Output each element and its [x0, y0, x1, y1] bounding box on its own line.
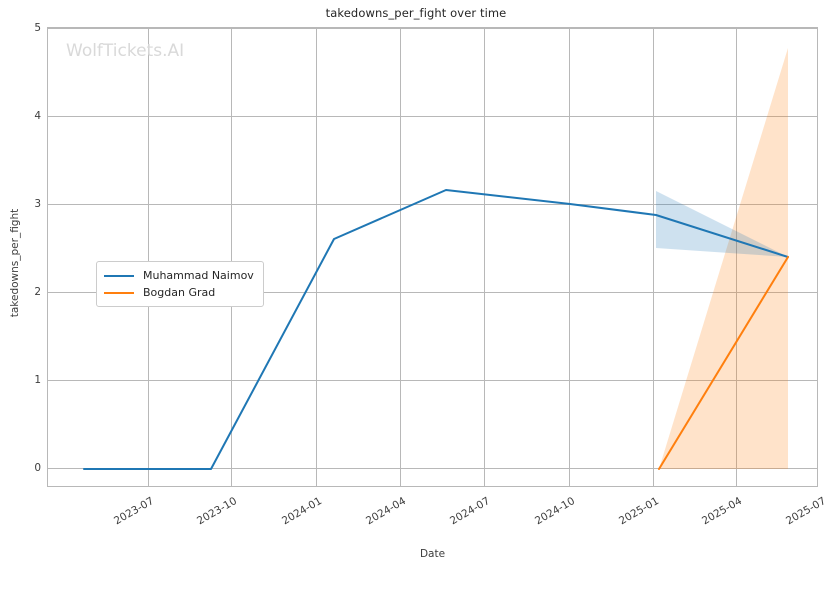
series-line-muhammad-naimov [83, 189, 789, 470]
legend-item-bogdan-grad[interactable]: Bogdan Grad [104, 284, 254, 301]
x-axis-ticks: 2023-07 2023-10 2024-01 2024-04 2024-07 … [112, 495, 828, 527]
y-tick-label-3: 3 [34, 198, 41, 210]
chart-title: takedowns_per_fight over time [325, 6, 507, 20]
y-axis-ticks: 0 1 2 3 4 5 [0, 0, 41, 575]
chart-legend: Muhammad Naimov Bogdan Grad [96, 261, 264, 307]
gridlines-vertical [148, 28, 737, 486]
confidence-band-bogdan-grad [659, 48, 788, 469]
y-tick-label-2: 2 [34, 286, 41, 298]
legend-item-muhammad-naimov[interactable]: Muhammad Naimov [104, 267, 254, 284]
legend-swatch-bogdan-grad [104, 291, 134, 294]
legend-label-bogdan-grad: Bogdan Grad [143, 286, 216, 299]
x-axis-label: Date [419, 548, 446, 560]
legend-label-muhammad-naimov: Muhammad Naimov [143, 269, 254, 282]
plot-canvas [48, 28, 817, 486]
y-tick-label-1: 1 [34, 374, 41, 386]
y-tick-label-0: 0 [34, 462, 41, 474]
chart-figure: takedowns_per_fight over time [0, 0, 828, 575]
legend-swatch-muhammad-naimov [104, 274, 134, 277]
plot-area: WolfTickets.AI Muhammad Naimov Bogdan Gr… [47, 27, 818, 487]
confidence-band-muhammad-naimov [656, 191, 788, 257]
y-tick-label-5: 5 [34, 22, 41, 34]
y-tick-label-4: 4 [34, 110, 41, 122]
series-line-bogdan-grad [658, 256, 789, 470]
